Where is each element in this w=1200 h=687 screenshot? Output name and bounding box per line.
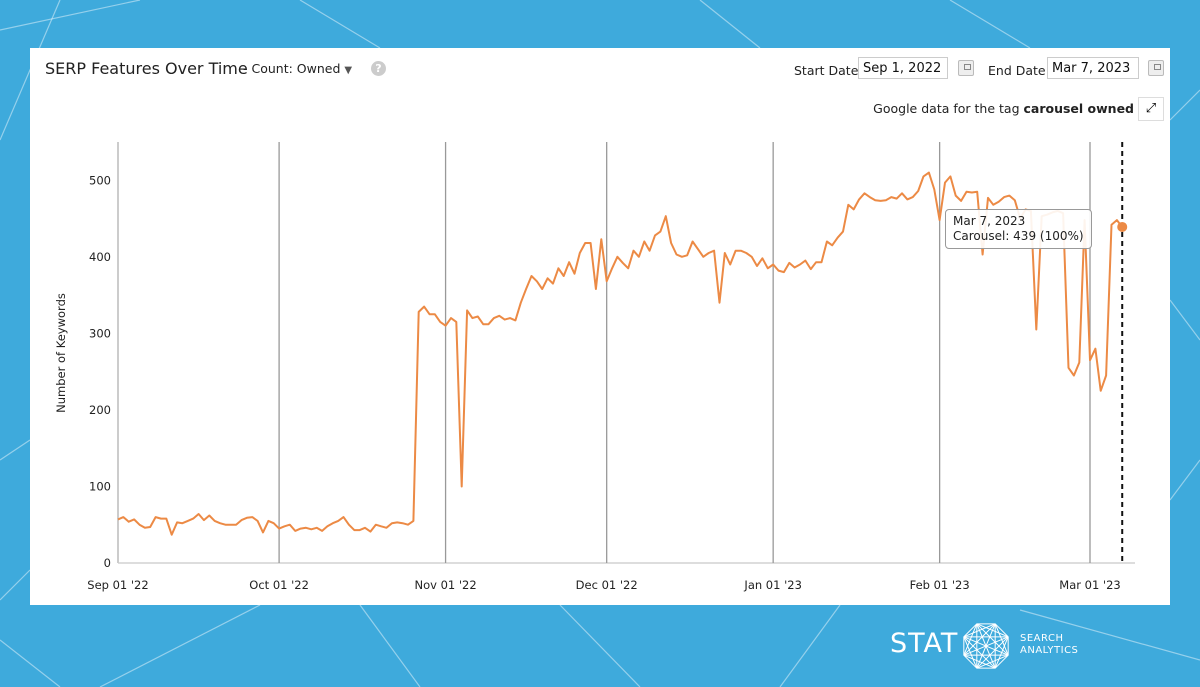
highlight-point[interactable] — [1117, 221, 1128, 232]
chart-title: SERP Features Over Time — [45, 59, 248, 78]
logo-edge — [976, 623, 1009, 656]
start-date-label: Start Date: — [794, 63, 863, 78]
logo-edge — [963, 623, 978, 638]
x-tick-label: Feb 01 '23 — [910, 578, 970, 592]
logo-edge — [963, 623, 978, 656]
tooltip-value: Carousel: 439 (100%) — [953, 229, 1084, 243]
series-line-carousel — [117, 171, 1123, 536]
count-selector[interactable]: - Count: Owned ▼ — [243, 61, 352, 76]
y-tick-label: 0 — [104, 556, 111, 570]
logo-edge — [963, 623, 996, 638]
end-date-input[interactable]: Mar 7, 2023 — [1047, 57, 1139, 79]
logo-edge — [994, 654, 1009, 669]
tag-prefix: Google data for the tag — [873, 101, 1020, 116]
y-axis-label: Number of Keywords — [54, 293, 68, 413]
x-tick-label: Sep 01 '22 — [87, 578, 148, 592]
tag-name: carousel owned — [1023, 101, 1134, 116]
logo-line1: SEARCH — [1020, 633, 1064, 644]
end-date-label: End Date: — [988, 63, 1050, 78]
y-tick-label: 200 — [89, 403, 111, 417]
calendar-icon[interactable] — [958, 60, 974, 76]
logo-polygon-icon — [963, 623, 1009, 669]
chart-panel: SERP Features Over Time - Count: Owned ▼… — [30, 48, 1170, 605]
logo-brand: STAT — [890, 628, 959, 659]
logo-edge — [994, 623, 1009, 638]
x-tick-label: Dec 01 '22 — [576, 578, 638, 592]
logo-edge — [963, 623, 996, 656]
y-tick-label: 400 — [89, 250, 111, 264]
calendar-icon[interactable] — [1148, 60, 1164, 76]
x-tick-label: Nov 01 '22 — [414, 578, 476, 592]
logo-edge — [994, 636, 1009, 669]
chevron-down-icon: ▼ — [344, 65, 353, 76]
logo-line2: ANALYTICS — [1020, 645, 1079, 656]
logo-edge — [976, 636, 1009, 669]
y-tick-label: 500 — [89, 173, 111, 187]
expand-arrows-icon[interactable]: ⤢ — [1138, 97, 1164, 121]
logo-edge — [963, 654, 978, 669]
y-tick-label: 100 — [89, 479, 111, 493]
start-date-input[interactable]: Sep 1, 2022 — [858, 57, 948, 79]
logo-edge — [963, 636, 1009, 656]
x-tick-label: Mar 01 '23 — [1059, 578, 1120, 592]
x-tick-label: Jan 01 '23 — [743, 578, 801, 592]
tooltip: Mar 7, 2023 Carousel: 439 (100%) — [945, 209, 1092, 249]
tooltip-date: Mar 7, 2023 — [953, 214, 1026, 228]
x-tick-label: Oct 01 '22 — [249, 578, 309, 592]
count-label: - Count: Owned — [243, 61, 341, 76]
y-tick-label: 300 — [89, 326, 111, 340]
tag-description: Google data for the tag carousel owned — [873, 101, 1134, 116]
question-circle-icon[interactable]: ? — [371, 61, 386, 76]
logo-edge — [976, 623, 1009, 638]
logo-edge — [963, 636, 996, 669]
